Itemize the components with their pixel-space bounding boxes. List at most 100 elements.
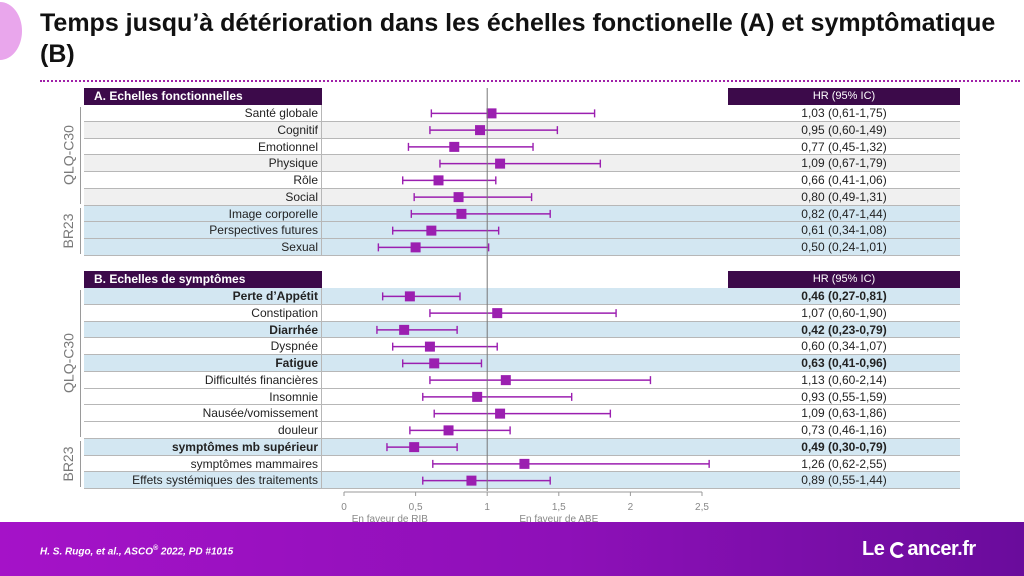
row-hr-value: 0,95 (0,60-1,49) [801,122,887,137]
row-hr-value: 0,61 (0,34-1,08) [801,223,887,238]
row-label: Perspectives futures [209,223,318,238]
x-axis-tick-label: 1,5 [552,502,566,513]
hr-point [492,308,503,319]
registered-mark: ® [152,545,159,552]
hr-point [410,242,421,253]
citation-authors: H. S. Rugo, et al., ASCO [40,546,153,558]
row-label: Social [285,189,318,204]
row-hr-value: 1,03 (0,61-1,75) [801,106,887,120]
x-axis-tick-label: 0,5 [409,502,423,513]
slide-title: Temps jusqu’à détérioration dans les éch… [40,9,996,68]
table-row [84,321,960,339]
row-hr-value: 0,66 (0,41-1,06) [801,173,887,187]
hr-point [495,158,506,169]
section-header: A. Echelles fonctionnelles [84,88,322,105]
favor-left-label: En faveur de RIB [352,514,428,522]
hr-point [429,358,440,369]
row-hr-value: 1,09 (0,67-1,79) [801,156,887,171]
corner-decoration [0,2,22,60]
table-row [84,355,960,372]
row-hr-value: 0,80 (0,49-1,31) [801,189,887,204]
table-row [84,422,960,439]
x-axis-tick-label: 0 [341,502,347,513]
x-axis-tick-label: 2,5 [695,502,709,513]
row-hr-value: 0,77 (0,45-1,32) [801,139,887,154]
hr-point [404,291,415,302]
x-axis-tick-label: 2 [628,502,634,513]
row-hr-value: 0,89 (0,55-1,44) [801,473,887,488]
hr-point [486,108,497,119]
hr-point [466,475,477,486]
hr-column-header: HR (95% IC) [728,271,960,288]
hr-point [472,391,483,402]
row-label: Fatigue [275,356,318,370]
table-row [84,172,960,189]
row-hr-value: 0,60 (0,34-1,07) [801,339,887,354]
table-row [84,288,960,305]
row-hr-value: 0,73 (0,46-1,16) [801,423,887,437]
row-label: Dyspnée [270,339,318,354]
row-label: Nausée/vomissement [202,406,318,421]
row-label: Diarrhée [269,322,318,337]
group-bracket [80,107,81,204]
table-row [84,222,960,239]
hr-point [409,442,420,453]
row-hr-value: 1,07 (0,60-1,90) [801,305,887,320]
footer-citation: H. S. Rugo, et al., ASCO® 2022, PD #1015 [40,545,233,557]
row-label: Image corporelle [228,206,318,221]
row-label: Cognitif [277,122,318,137]
row-hr-value: 0,49 (0,30-0,79) [801,439,887,454]
lecancer-logo[interactable]: Le ancer.fr [862,538,976,561]
table-row [84,438,960,456]
row-hr-value: 0,93 (0,55-1,59) [801,389,887,404]
row-hr-value: 0,42 (0,23-0,79) [801,322,887,337]
group-bracket [80,207,81,254]
row-label: symptômes mammaires [190,456,318,471]
row-label: Perte d’Appétit [232,289,318,303]
table-row [84,239,960,256]
row-label: Santé globale [244,106,318,120]
hr-point [519,458,530,469]
hr-point [424,341,435,352]
group-bracket [80,290,81,437]
row-label: douleur [277,423,318,437]
hr-point [426,225,437,236]
citation-reference: 2022, PD #1015 [158,546,234,558]
row-hr-value: 1,09 (0,63-1,86) [801,406,887,421]
logo-c-icon [890,542,907,558]
logo-text-left: Le [862,538,890,560]
hr-point [399,324,410,335]
hr-point [449,141,460,152]
row-label: Constipation [251,305,318,320]
row-hr-value: 1,26 (0,62-2,55) [801,456,887,471]
row-label: Rôle [293,173,318,187]
row-label: Sexual [281,240,318,254]
hr-point [453,192,464,203]
row-hr-value: 0,50 (0,24-1,01) [801,240,887,254]
hr-point [475,125,486,136]
table-row [84,338,960,355]
hr-column-header: HR (95% IC) [728,88,960,105]
row-hr-value: 1,13 (0,60-2,14) [801,372,887,387]
hr-point [500,375,511,386]
favor-right-label: En faveur de ABE [519,514,598,522]
hr-point [456,208,467,219]
footer-bar [0,522,1024,576]
label-divider [321,288,322,489]
row-label: Difficultés financières [204,372,318,387]
group-bracket [80,440,81,487]
row-label: Emotionnel [257,139,318,154]
title-divider [40,80,1020,82]
row-label: symptômes mb supérieur [171,439,318,454]
hr-point [443,425,454,436]
x-axis-tick-label: 1 [484,502,490,513]
hr-point [433,175,444,186]
logo-text-right: ancer.fr [907,538,976,560]
row-hr-value: 0,63 (0,41-0,96) [801,356,887,370]
forest-plot: 0 0,5 1 1,5 2 2,5 En faveur de RIB En faveur de… [341,88,710,522]
row-label: Effets systémiques des traitements [132,473,318,488]
row-hr-value: 0,46 (0,27-0,81) [801,289,887,303]
row-hr-value: 0,82 (0,47-1,44) [801,206,887,221]
row-label: Insomnie [269,389,318,404]
hr-point [495,408,506,419]
